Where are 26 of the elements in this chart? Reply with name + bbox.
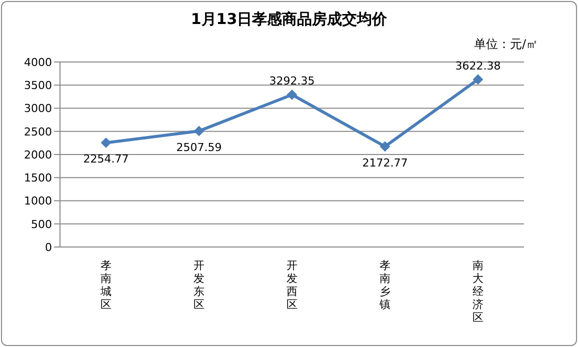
data-label: 2254.77 [83, 152, 129, 166]
point [287, 90, 297, 100]
y-tick-label: 500 [31, 218, 52, 231]
point [101, 138, 111, 148]
x-tick-label: 孝南城区 [100, 259, 112, 311]
chart-title: 1月13日孝感商品房成交均价 [190, 10, 388, 29]
y-tick-label: 3000 [24, 102, 52, 116]
data-label: 3622.38 [455, 59, 501, 72]
y-tick-label: 2000 [24, 148, 52, 162]
text: 单位：元/㎡ [474, 36, 538, 53]
data-label: 2507.59 [176, 141, 222, 154]
y-tick-label: 4000 [24, 56, 52, 69]
y-tick-label: 0 [45, 240, 52, 254]
y-tick-label: 1500 [24, 172, 52, 185]
point [473, 74, 483, 84]
y-tick-label: 3500 [24, 79, 52, 92]
point [380, 142, 390, 152]
y-tick-label: 2500 [24, 125, 52, 138]
y-tick-label: 1000 [24, 194, 52, 208]
x-tick-label: 南大经济区 [472, 259, 484, 324]
x-tick-label: 开发西区 [286, 259, 298, 311]
point [194, 126, 204, 136]
x-tick-label: 开发东区 [194, 259, 204, 311]
x-tick-label: 孝南乡镇 [378, 259, 390, 311]
data-label: 2172.77 [362, 156, 408, 170]
data-label: 3292.35 [269, 74, 315, 88]
